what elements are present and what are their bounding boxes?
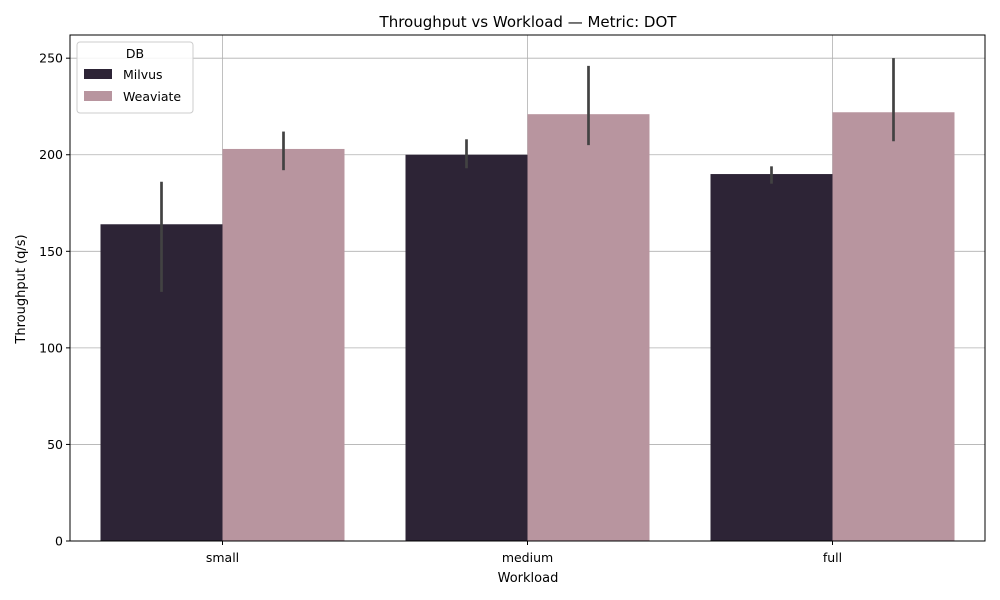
legend-label-milvus: Milvus <box>123 67 163 82</box>
error-bars <box>160 58 895 292</box>
y-axis-ticks: 0 50 100 150 200 250 <box>39 51 70 549</box>
bar-weaviate-full <box>832 112 955 542</box>
y-tick-label-100: 100 <box>39 340 63 355</box>
bar-milvus-full <box>710 174 833 541</box>
legend-swatch-milvus <box>84 69 112 79</box>
y-tick-label-0: 0 <box>55 534 63 549</box>
y-tick-label-150: 150 <box>39 244 63 259</box>
bar-weaviate-small <box>222 148 345 541</box>
x-axis-ticks: small medium full <box>206 541 842 565</box>
legend-title: DB <box>126 46 144 61</box>
bars <box>100 112 955 542</box>
legend-label-weaviate: Weaviate <box>123 89 181 104</box>
chart-title: Throughput vs Workload — Metric: DOT <box>379 13 678 31</box>
bar-milvus-medium <box>405 154 528 541</box>
x-axis-label: Workload <box>498 571 559 586</box>
legend-swatch-weaviate <box>84 91 112 101</box>
x-tick-label-small: small <box>206 550 239 565</box>
x-tick-label-medium: medium <box>502 550 553 565</box>
legend: DB Milvus Weaviate <box>76 41 194 114</box>
x-tick-label-full: full <box>823 550 842 565</box>
y-tick-label-50: 50 <box>47 437 63 452</box>
y-tick-label-200: 200 <box>39 147 63 162</box>
y-axis-label: Throughput (q/s) <box>14 234 29 344</box>
bar-weaviate-medium <box>527 114 650 542</box>
y-tick-label-250: 250 <box>39 51 63 66</box>
